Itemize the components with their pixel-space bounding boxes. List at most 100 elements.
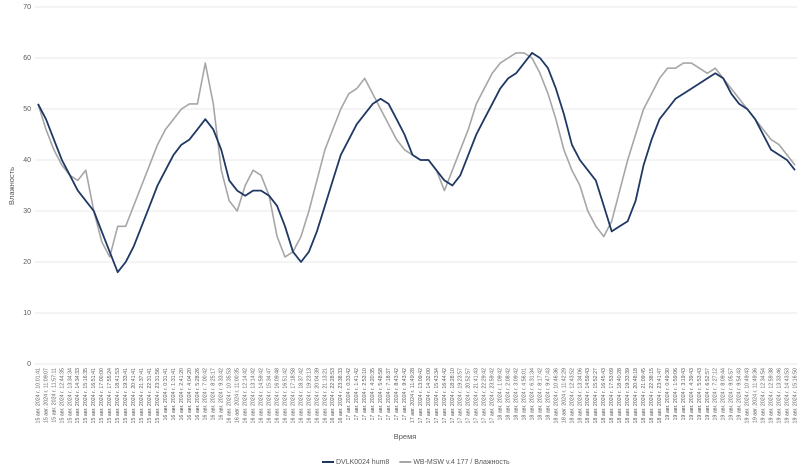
x-tick-label: 15 авг. 2024 г. 12:44:35 <box>59 368 65 424</box>
x-tick-label: 18 авг. 2024 г. 10:46:36 <box>553 368 559 424</box>
legend-label: DVLK0024 hum8 <box>336 459 389 466</box>
x-tick-label: 17 авг. 2024 г. 21:41:43 <box>474 368 480 424</box>
x-tick-label: 15 авг. 2024 г. 13:34:34 <box>67 368 73 424</box>
x-tick-label: 19 авг. 2024 г. 9:54:43 <box>737 368 743 421</box>
x-tick-label: 19 авг. 2024 г. 0:49:30 <box>665 368 671 421</box>
x-tick-label: 15 авг. 2024 г. 15:16:35 <box>83 368 89 424</box>
x-tick-label: 18 авг. 2024 г. 23:41:47 <box>657 368 663 424</box>
x-tick-label: 19 авг. 2024 г. 6:52:57 <box>705 368 711 421</box>
x-tick-label: 17 авг. 2024 г. 0:33:42 <box>346 368 352 421</box>
x-tick-label: 19 авг. 2024 г. 8:09:44 <box>721 368 727 421</box>
x-tick-label: 17 авг. 2024 г. 8:43:42 <box>394 368 400 421</box>
x-tick-label: 15 авг. 2024 г. 14:34:33 <box>75 368 81 424</box>
x-tick-label: 17 авг. 2024 г. 15:43:34 <box>434 368 440 424</box>
x-tick-label: 18 авг. 2024 г. 11:42:29 <box>561 368 567 423</box>
x-tick-label: 16 авг. 2024 г. 15:34:47 <box>266 368 272 424</box>
x-tick-label: 19 авг. 2024 г. 12:34:54 <box>761 368 767 424</box>
x-tick-label: 18 авг. 2024 г. 1:09:42 <box>498 368 504 421</box>
x-tick-label: 17 авг. 2024 г. 4:20:35 <box>370 368 376 421</box>
x-tick-label: 18 авг. 2024 г. 2:08:42 <box>506 368 512 421</box>
x-tick-label: 15 авг. 2024 г. 18:41:53 <box>115 368 121 424</box>
x-tick-label: 16 авг. 2024 г. 0:31:41 <box>163 368 169 421</box>
x-tick-label: 16 авг. 2024 г. 19:23:13 <box>306 368 312 424</box>
x-tick-label: 16 авг. 2024 г. 10:35:53 <box>227 368 233 424</box>
y-tick-label: 0 <box>27 361 31 368</box>
x-tick-label: 18 авг. 2024 г. 6:31:34 <box>529 368 535 421</box>
x-tick-label: 18 авг. 2024 г. 17:53:09 <box>609 368 615 424</box>
x-tick-label: 19 авг. 2024 г. 5:53:43 <box>697 368 703 421</box>
x-tick-label: 19 авг. 2024 г. 10:49:43 <box>745 368 751 424</box>
x-tick-label: 15 авг. 2024 г. 20:41:41 <box>131 368 137 424</box>
x-tick-label: 17 авг. 2024 г. 20:52:57 <box>466 368 472 424</box>
x-tick-label: 19 авг. 2024 г. 4:39:43 <box>689 368 695 421</box>
legend-label: WB-MSW v.4 177 / Влажность <box>413 459 510 466</box>
x-tick-label: 16 авг. 2024 г. 14:59:42 <box>259 368 265 424</box>
y-axis-label: Влажность <box>7 167 16 205</box>
x-tick-label: 18 авг. 2024 г. 20:48:18 <box>633 368 639 424</box>
x-tick-label: 16 авг. 2024 г. 7:00:42 <box>203 368 209 421</box>
x-tick-label: 17 авг. 2024 г. 11:49:28 <box>410 368 416 423</box>
x-tick-label: 16 авг. 2024 г. 22:28:53 <box>330 368 336 424</box>
x-tick-label: 15 авг. 2024 г. 11:57:11 <box>51 368 57 423</box>
x-tick-label: 18 авг. 2024 г. 16:45:43 <box>601 368 607 424</box>
x-tick-label: 19 авг. 2024 г. 9:05:57 <box>729 368 735 421</box>
x-tick-label: 16 авг. 2024 г. 1:31:41 <box>171 368 177 421</box>
x-tick-label: 16 авг. 2024 г. 23:38:33 <box>338 368 344 424</box>
x-tick-label: 18 авг. 2024 г. 21:09:45 <box>641 368 647 424</box>
x-tick-label: 16 авг. 2024 г. 11:00:35 <box>235 368 241 423</box>
x-tick-label: 18 авг. 2024 г. 9:47:43 <box>545 368 551 421</box>
x-tick-label: 17 авг. 2024 г. 13:09:42 <box>418 368 424 424</box>
x-tick-label: 16 авг. 2024 г. 2:41:20 <box>179 368 185 421</box>
x-tick-label: 16 авг. 2024 г. 5:28:26 <box>195 368 201 421</box>
x-tick-label: 16 авг. 2024 г. 16:51:42 <box>282 368 288 424</box>
x-tick-label: 15 авг. 2024 г. 22:31:41 <box>147 368 153 424</box>
x-tick-label: 16 авг. 2024 г. 21:13:21 <box>322 368 328 424</box>
x-tick-label: 15 авг. 2024 г. 10:01:41 <box>35 368 41 424</box>
x-tick-label: 17 авг. 2024 г. 2:53:10 <box>362 368 368 421</box>
x-tick-label: 16 авг. 2024 г. 13:14:42 <box>251 368 257 424</box>
x-tick-label: 17 авг. 2024 г. 22:29:42 <box>482 368 488 424</box>
x-tick-label: 18 авг. 2024 г. 19:33:39 <box>625 368 631 424</box>
x-tick-label: 16 авг. 2024 г. 4:04:20 <box>187 368 193 421</box>
x-tick-label: 18 авг. 2024 г. 12:43:52 <box>569 368 575 424</box>
x-tick-label: 16 авг. 2024 г. 16:09:48 <box>274 368 280 424</box>
x-tick-label: 15 авг. 2024 г. 17:00:00 <box>99 368 105 424</box>
x-tick-label: 18 авг. 2024 г. 8:17:42 <box>537 368 543 421</box>
x-tick-label: 18 авг. 2024 г. 18:40:28 <box>617 368 623 424</box>
x-tick-label: 18 авг. 2024 г. 4:56:01 <box>521 368 527 421</box>
y-tick-label: 50 <box>23 106 31 113</box>
x-tick-label: 16 авг. 2024 г. 8:25:17 <box>211 368 217 421</box>
y-tick-label: 60 <box>23 55 31 62</box>
y-tick-label: 70 <box>23 4 31 11</box>
series-line <box>37 52 796 274</box>
x-tick-label: 15 авг. 2024 г. 19:33:41 <box>123 368 129 424</box>
x-tick-label: 15 авг. 2024 г. 16:51:41 <box>91 368 97 424</box>
x-tick-label: 17 авг. 2024 г. 16:44:42 <box>442 368 448 424</box>
x-tick-label: 16 авг. 2024 г. 17:18:58 <box>290 368 296 424</box>
x-tick-label: 15 авг. 2024 г. 17:55:24 <box>107 368 113 424</box>
y-tick-label: 40 <box>23 157 31 164</box>
y-tick-label: 10 <box>23 310 31 317</box>
x-tick-label: 18 авг. 2024 г. 14:59:43 <box>585 368 591 424</box>
x-tick-label: 15 авг. 2024 г. 21:37:41 <box>139 368 145 424</box>
series-line <box>37 52 796 258</box>
x-tick-label: 17 авг. 2024 г. 9:43:42 <box>402 368 408 421</box>
x-tick-label: 17 авг. 2024 г. 14:32:00 <box>426 368 432 424</box>
x-tick-label: 19 авг. 2024 г. 12:59:38 <box>769 368 775 424</box>
x-tick-label: 19 авг. 2024 г. 1:59:06 <box>673 368 679 421</box>
x-tick-label: 19 авг. 2024 г. 15:16:50 <box>792 368 798 424</box>
x-tick-label: 18 авг. 2024 г. 13:34:06 <box>577 368 583 424</box>
x-axis-label: Время <box>394 432 417 441</box>
x-tick-label: 17 авг. 2024 г. 1:41:42 <box>354 368 360 421</box>
y-tick-label: 30 <box>23 208 31 215</box>
x-tick-label: 16 авг. 2024 г. 20:04:39 <box>314 368 320 424</box>
x-tick-label: 18 авг. 2024 г. 15:52:27 <box>593 368 599 424</box>
x-tick-label: 15 авг. 2024 г. 23:31:56 <box>155 368 161 424</box>
x-tick-label: 18 авг. 2024 г. 22:38:15 <box>649 368 655 424</box>
x-tick-label: 19 авг. 2024 г. 7:27:12 <box>713 368 719 421</box>
x-tick-label: 19 авг. 2024 г. 13:33:46 <box>776 368 782 424</box>
x-tick-label: 15 авг. 2024 г. 11:09:07 <box>43 368 49 423</box>
x-tick-label: 19 авг. 2024 г. 11:49:36 <box>753 368 759 423</box>
x-tick-label: 19 авг. 2024 г. 3:19:43 <box>681 368 687 421</box>
